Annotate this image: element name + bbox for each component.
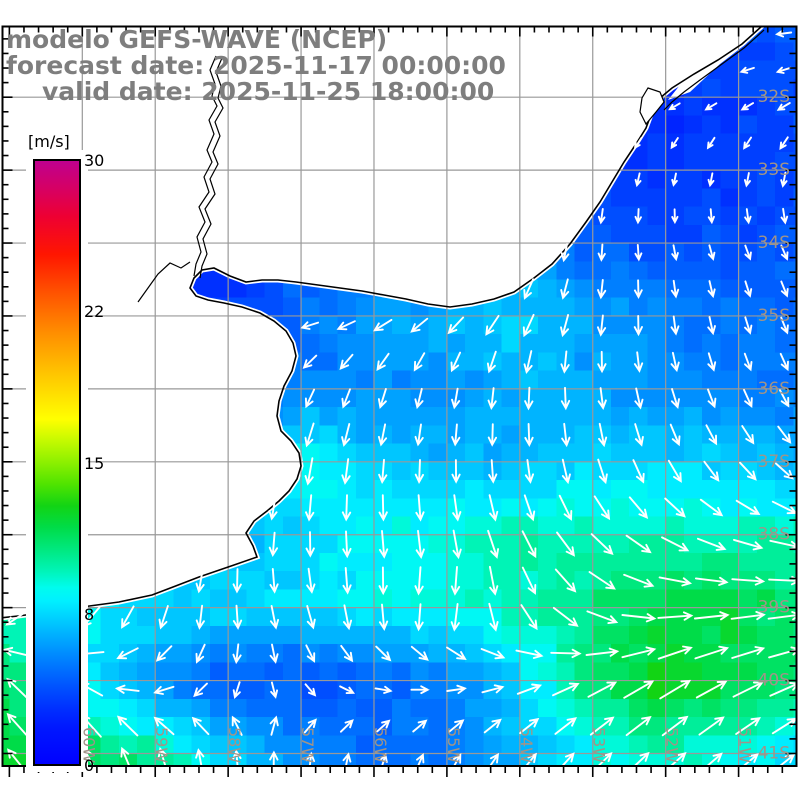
lat-label: 38S xyxy=(758,525,790,545)
coastline xyxy=(2,26,763,619)
lon-label: 51W xyxy=(736,727,755,763)
colorbar xyxy=(33,159,81,766)
lat-label: 33S xyxy=(758,160,790,180)
lat-lon-gridlines xyxy=(2,26,797,766)
lon-label: 55W xyxy=(444,727,463,763)
lagoon-outline xyxy=(639,87,665,126)
lat-label: 39S xyxy=(758,598,790,618)
lat-label: 34S xyxy=(758,233,790,253)
lat-label: 41S xyxy=(758,744,790,764)
lon-label: 57W xyxy=(298,727,317,763)
lat-label: 32S xyxy=(758,87,790,107)
parana-river xyxy=(137,261,191,303)
map-frame xyxy=(1,25,798,767)
ne-border-line xyxy=(663,29,765,111)
lon-labels: 60W 59W 58W 57W 56W 55W 54W 53W 52W 51W xyxy=(79,727,754,763)
uruguay-river-bank xyxy=(199,57,224,279)
lat-labels: 32S 33S 34S 35S 36S 37S 38S 39S 40S 41S xyxy=(758,87,790,763)
lat-label: 40S xyxy=(758,671,790,691)
lon-label: 56W xyxy=(371,727,390,763)
lon-label: 54W xyxy=(517,727,536,763)
direction-arrows xyxy=(2,29,797,766)
lat-label: 36S xyxy=(758,379,790,399)
uruguay-river xyxy=(193,55,218,277)
lon-label: 60W xyxy=(79,727,98,763)
lon-label: 53W xyxy=(590,727,609,763)
lat-label: 35S xyxy=(758,306,790,326)
lon-label: 59W xyxy=(152,727,171,763)
lat-label: 37S xyxy=(758,452,790,472)
lon-label: 58W xyxy=(225,727,244,763)
lon-label: 52W xyxy=(663,727,682,763)
